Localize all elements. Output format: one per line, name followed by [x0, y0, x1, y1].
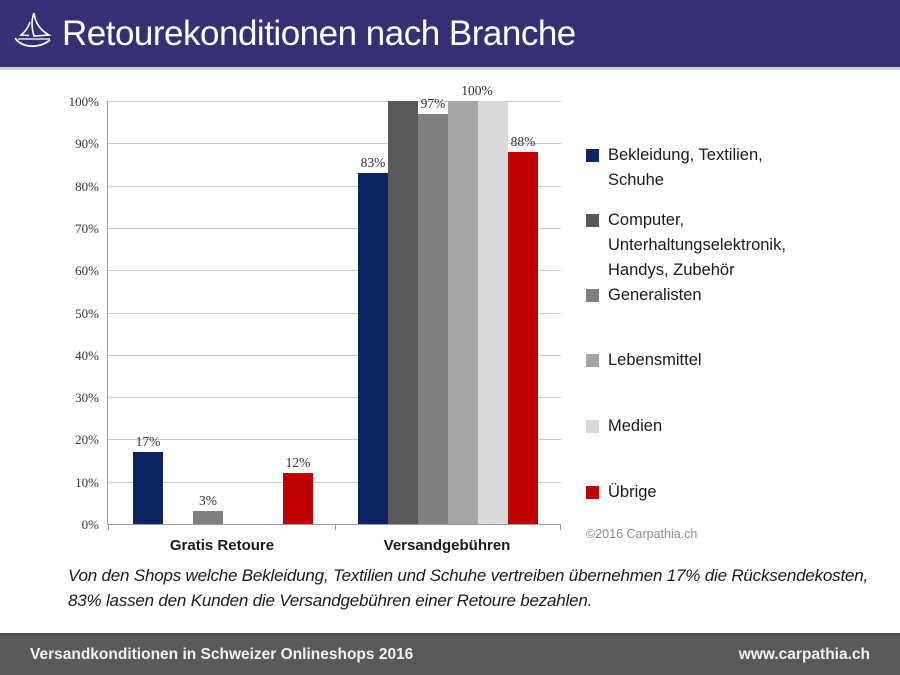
legend-label-Lebensmittel: Lebensmittel	[608, 351, 702, 369]
copyright-text: ©2016 Carpathia.ch	[586, 527, 698, 541]
bar-value-label-Lebensmittel-Versandgebühren: 100%	[461, 83, 493, 98]
legend-label-Bekleidung, Textilien, Schuhe: Bekleidung, Textilien, Schuhe	[608, 146, 763, 189]
legend-swatch-Medien	[586, 420, 599, 433]
header-separator	[0, 67, 900, 70]
bar-Generalisten-Versandgebühren	[418, 113, 448, 524]
footer-website-text: www.carpathia.ch	[738, 646, 870, 663]
legend-item-Bekleidung, Textilien, Schuhe: Bekleidung, Textilien, Schuhe	[586, 143, 763, 193]
y-tick-label-40%: 40%	[75, 347, 99, 363]
gridline-10%	[108, 481, 561, 483]
gridline-30%	[108, 397, 561, 399]
bar-Bekleidung, Textilien, Schuhe-Versandgebühren	[358, 172, 388, 524]
y-tick-label-100%: 100%	[68, 94, 99, 109]
y-tick-label-0%: 0%	[81, 517, 99, 532]
legend-item-Generalisten: Generalisten	[586, 283, 702, 308]
y-tick-label-90%: 90%	[75, 136, 99, 152]
gridline-90%	[108, 143, 561, 145]
footer-bar: Versandkonditionen in Schweizer Onlinesh…	[0, 633, 900, 675]
bar-value-label-Bekleidung, Textilien, Schuhe-Versandgebühren: 83%	[360, 154, 386, 170]
bar-chart-plot-area: 17% 83% 3% 97% 100% 12% 88%	[107, 83, 561, 530]
category-label-Versandgebühren: Versandgebühren	[383, 537, 511, 554]
legend-swatch-Übrige	[586, 486, 599, 499]
legend-label-Medien: Medien	[608, 417, 663, 435]
legend-swatch-Computer, Unterhaltungselektronik, Handys, Zubehör	[586, 214, 599, 227]
legend-item-Übrige: Übrige	[586, 480, 657, 505]
legend-label-Computer, Unterhaltungselektronik, Handys, Zubehör: Computer, Unterhaltungselektronik, Handys,…	[608, 211, 786, 279]
y-tick-label-20%: 20%	[75, 432, 99, 448]
legend-label-Übrige: Übrige	[608, 483, 657, 501]
gridline-80%	[108, 185, 561, 187]
legend-item-Computer, Unterhaltungselektronik, Handys, Zubehör: Computer, Unterhaltungselektronik, Handys,…	[586, 208, 786, 283]
footer-source-text: Versandkonditionen in Schweizer Onlinesh…	[30, 646, 414, 663]
footnote-line-2: 83% lassen den Kunden die Versandgebühre…	[68, 591, 593, 610]
bar-Computer, Unterhaltungselektronik, Handys, Zubehör-Versandgebühren	[388, 101, 418, 524]
x-axis-tick-2	[560, 524, 561, 530]
gridline-70%	[108, 227, 561, 229]
legend-item-Lebensmittel: Lebensmittel	[586, 348, 702, 373]
footnote-line-1: Von den Shops welche Bekleidung, Textili…	[68, 566, 869, 585]
gridline-50%	[108, 312, 561, 314]
bar-Übrige-Gratis Retoure	[283, 473, 313, 524]
y-tick-label-70%: 70%	[75, 220, 99, 236]
bar-value-label-Bekleidung, Textilien, Schuhe-Gratis Retoure: 17%	[135, 434, 161, 450]
legend-swatch-Bekleidung, Textilien, Schuhe	[586, 149, 599, 162]
y-tick-label-30%: 30%	[75, 390, 99, 406]
x-axis-tick-1	[334, 524, 336, 530]
y-tick-label-60%: 60%	[75, 263, 99, 279]
gridline-60%	[108, 270, 561, 272]
bar-Übrige-Versandgebühren	[508, 151, 538, 524]
legend-item-Medien: Medien	[586, 414, 662, 439]
bar-value-label-Übrige-Versandgebühren: 88%	[510, 133, 536, 149]
bar-Generalisten-Gratis Retoure	[193, 511, 223, 524]
bar-value-label-Generalisten-Gratis Retoure: 3%	[199, 493, 217, 509]
bar-value-label-Übrige-Gratis Retoure: 12%	[285, 455, 311, 471]
bar-Medien-Versandgebühren	[478, 101, 508, 524]
legend-swatch-Lebensmittel	[586, 354, 599, 367]
chart-footnote: Von den Shops welche Bekleidung, Textili…	[68, 563, 868, 613]
category-label-Gratis Retoure: Gratis Retoure	[169, 537, 275, 554]
legend-swatch-Generalisten	[586, 289, 599, 302]
gridline-40%	[108, 354, 561, 356]
header-bar: Retourekonditionen nach Branche	[0, 0, 900, 67]
sailboat-icon	[10, 9, 54, 64]
gridline-100%	[108, 101, 561, 102]
y-tick-label-50%: 50%	[75, 305, 99, 321]
bar-Bekleidung, Textilien, Schuhe-Gratis Retoure	[133, 452, 163, 524]
legend-label-Generalisten: Generalisten	[608, 286, 702, 304]
x-axis-tick-0	[108, 524, 109, 530]
y-tick-label-10%: 10%	[75, 474, 99, 490]
page-title: Retourekonditionen nach Branche	[62, 13, 576, 53]
bar-Lebensmittel-Versandgebühren	[448, 101, 478, 524]
gridline-20%	[108, 439, 561, 441]
y-tick-label-80%: 80%	[75, 178, 99, 194]
bar-value-label-Generalisten-Versandgebühren: 97%	[420, 95, 446, 111]
